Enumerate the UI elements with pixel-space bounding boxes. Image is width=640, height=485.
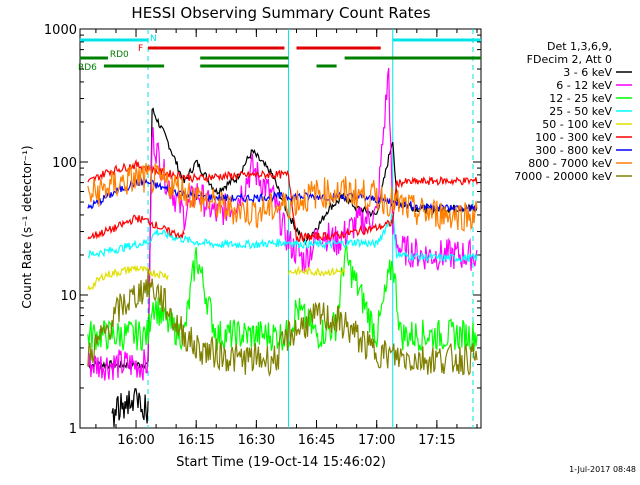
legend-header: Det 1,3,6,9, (547, 40, 612, 53)
legend-label: 300 - 800 keV (535, 144, 612, 157)
series-line (87, 264, 169, 291)
y-tick-label: 10 (60, 289, 77, 304)
flag-label: RD6 (78, 63, 97, 73)
x-axis-label: Start Time (19-Oct-14 15:46:02) (176, 455, 386, 470)
series-line (87, 268, 478, 378)
legend-label: 7000 - 20000 keV (514, 170, 612, 183)
x-tick-label: 16:00 (117, 433, 154, 448)
y-axis-label: Count Rate (s⁻¹ detector⁻¹) (20, 145, 34, 308)
legend-label: 50 - 100 keV (542, 118, 612, 131)
y-tick-label: 1 (69, 422, 77, 437)
legend-label: 3 - 6 keV (563, 66, 612, 79)
x-tick-label: 16:15 (177, 433, 214, 448)
series-line (87, 158, 478, 243)
series-line (287, 265, 346, 277)
series-line (87, 67, 478, 381)
y-tick-label: 100 (52, 156, 77, 171)
legend-header: FDecim 2, Att 0 (527, 53, 612, 66)
plot-area: 1 10 100 1000 16:00 16:15 16:30 16:45 17:00 17:15… (44, 23, 482, 448)
x-tick-label: 16:30 (238, 433, 275, 448)
flag-label: N (150, 34, 157, 44)
footer-timestamp: 1-Jul-2017 08:48 (569, 465, 636, 474)
legend-label: 800 - 7000 keV (528, 157, 612, 170)
flag-label: F (138, 44, 143, 54)
series-line (87, 214, 185, 240)
series-line (87, 244, 478, 352)
series-line (87, 163, 478, 232)
plot-frame (79, 28, 482, 429)
series-line (87, 177, 478, 213)
x-tick-label: 16:45 (298, 433, 335, 448)
legend-label: 25 - 50 keV (549, 105, 612, 118)
series-line (87, 213, 478, 263)
chart-title: HESSI Observing Summary Count Rates (131, 4, 430, 22)
flag-label: RD0 (110, 50, 129, 60)
legend-label: 100 - 300 keV (535, 131, 612, 144)
y-tick-label: 1000 (44, 23, 77, 38)
legend-label: 12 - 25 keV (549, 92, 612, 105)
x-tick-label: 17:00 (358, 433, 395, 448)
legend-label: 6 - 12 keV (556, 79, 612, 92)
series-line (111, 388, 149, 428)
x-tick-label: 17:15 (418, 433, 455, 448)
